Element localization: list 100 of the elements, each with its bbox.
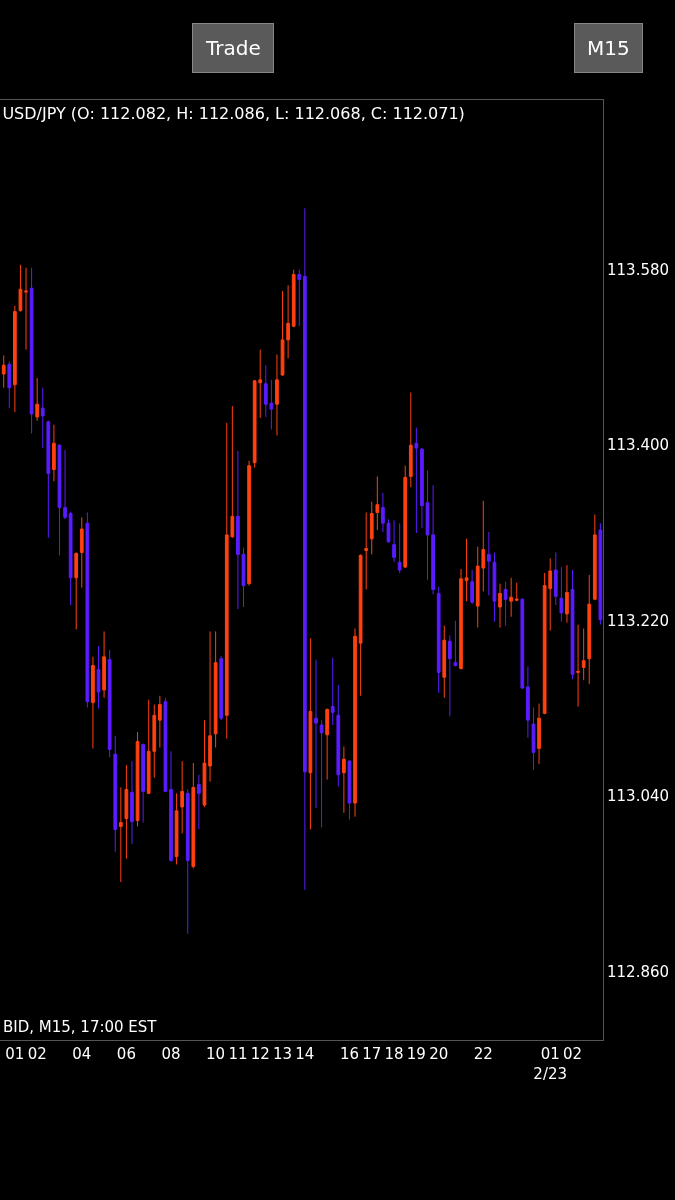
x-tick-label: 14 <box>295 1045 315 1063</box>
x-tick-label: 13 <box>272 1045 293 1063</box>
candlestick <box>403 465 408 569</box>
candlestick <box>35 377 40 422</box>
candlestick <box>353 628 357 818</box>
text: M15 <box>587 36 630 60</box>
y-tick-label: 112.860 <box>607 962 670 981</box>
candlestick <box>191 762 196 869</box>
x-tick-label: 17 <box>362 1045 382 1063</box>
candlestick <box>74 551 79 630</box>
candlestick <box>13 305 17 413</box>
candlestick <box>180 760 185 834</box>
candlestick <box>202 719 207 808</box>
candlestick <box>464 538 469 602</box>
candlestick <box>302 207 307 891</box>
candlestick <box>197 774 201 830</box>
x-tick-label: 18 <box>384 1045 404 1063</box>
candlestick <box>247 460 251 587</box>
candlestick <box>275 354 279 436</box>
candlestick <box>397 522 402 574</box>
candlestick <box>174 792 179 865</box>
candlestick <box>157 695 162 748</box>
x-tick-label: 22 <box>473 1045 493 1063</box>
y-tick-label: 113.220 <box>607 611 670 630</box>
x-tick-label: 01 <box>5 1045 25 1063</box>
candlestick <box>375 475 380 531</box>
candlestick <box>118 786 123 883</box>
candlestick <box>141 743 145 824</box>
x-tick-label: 19 <box>406 1045 426 1063</box>
candlestick <box>498 583 502 629</box>
candlestick <box>208 630 212 783</box>
candlestick <box>85 511 90 708</box>
candlestick <box>436 586 441 694</box>
candlestick <box>185 788 190 935</box>
candlestick <box>91 656 95 749</box>
candlestick <box>453 620 458 668</box>
candlestick <box>40 387 45 449</box>
candlestick <box>509 577 514 618</box>
x-tick-label: 04 <box>72 1045 92 1063</box>
candlestick <box>531 706 536 771</box>
candlestick <box>308 637 313 830</box>
candlestick <box>565 564 569 624</box>
candlestick <box>297 269 302 327</box>
candlestick <box>79 516 84 589</box>
candlestick <box>213 630 218 748</box>
candlestick <box>553 551 558 606</box>
candlestick <box>587 574 592 685</box>
candlestick <box>576 624 580 708</box>
candlestick <box>29 267 34 434</box>
candlestick <box>520 597 525 690</box>
candlestick <box>46 420 51 539</box>
chart-title: USD/JPY (O: 112.082, H: 112.086, L: 112.068, C: 112.071) <box>2 103 465 123</box>
candlestick <box>559 566 564 623</box>
y-tick-label: 113.580 <box>607 260 670 279</box>
text: Trade <box>205 36 261 60</box>
candlestick <box>314 659 318 809</box>
candlestick <box>319 719 324 828</box>
candlestick <box>169 750 173 863</box>
candlestick <box>7 360 12 409</box>
candlestick <box>598 522 603 626</box>
candlestick <box>1 354 6 389</box>
candlestick <box>487 531 491 596</box>
candlestick <box>408 392 413 488</box>
candlestick <box>459 568 463 670</box>
candlestick <box>470 569 475 605</box>
candlestick <box>414 427 419 534</box>
candlestick <box>514 582 519 602</box>
candlestick <box>18 264 23 313</box>
candlestick <box>219 655 224 721</box>
candlestick <box>24 267 28 351</box>
candlestick <box>347 759 352 821</box>
candlestick <box>102 630 106 699</box>
candlestick <box>52 424 56 482</box>
candlestick <box>336 684 341 787</box>
candlestick <box>442 625 447 699</box>
candlestick <box>592 513 597 601</box>
candlestick <box>342 745 346 814</box>
candlestick <box>330 657 335 726</box>
candlestick <box>113 735 118 853</box>
candlestick <box>364 511 369 590</box>
candlestick <box>537 703 541 765</box>
x-tick-label: 06 <box>116 1045 136 1063</box>
x-tick-label: 12 <box>250 1045 270 1063</box>
annotation: BID, M15, 17:00 EST <box>3 1018 158 1036</box>
x-tick-label: 10 <box>206 1045 226 1063</box>
x-tick-label: 02 <box>27 1045 47 1063</box>
candlestick <box>358 553 363 697</box>
candlestick <box>369 501 374 555</box>
candlestick <box>163 697 168 793</box>
candlestick <box>581 628 586 681</box>
candlestick <box>96 645 101 709</box>
x-tick-label: 11 <box>228 1045 248 1063</box>
x-tick-label: 08 <box>161 1045 181 1063</box>
y-tick-label: 113.040 <box>607 787 670 806</box>
x-tick-label: 20 <box>429 1045 449 1063</box>
x-tick-label: 16 <box>339 1045 360 1063</box>
candlestick <box>291 269 296 328</box>
candlestick <box>130 760 134 845</box>
candlestick <box>135 731 140 827</box>
candlestick <box>526 666 530 739</box>
